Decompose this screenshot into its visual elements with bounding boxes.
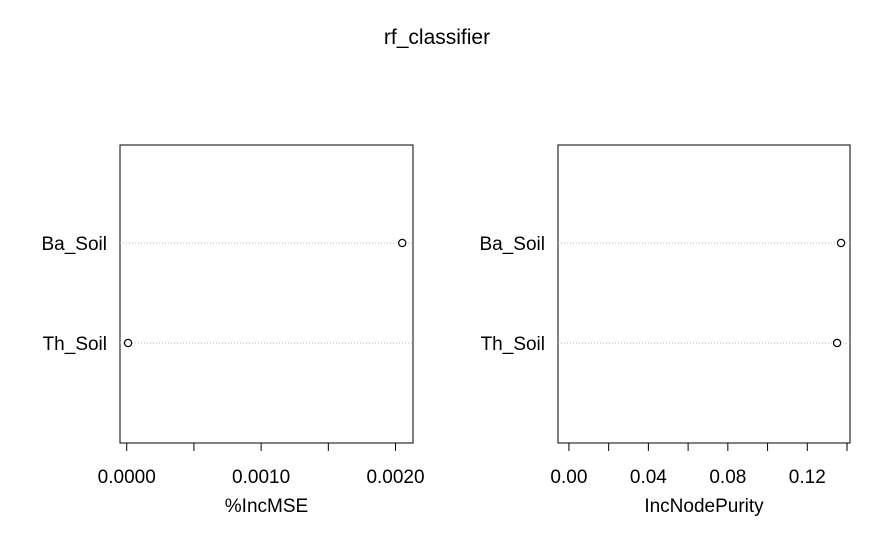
left-panel: Ba_Soil Th_Soil 0.0000 0.0010 0.0020 %IncMSE [42, 144, 425, 517]
chart-title: rf_classifier [384, 26, 490, 49]
plot-frame [557, 144, 851, 444]
x-tick-label: 0.12 [789, 467, 826, 488]
right-panel: Ba_Soil Th_Soil 0.00 0.04 0.08 0.12 IncNodePur… [480, 144, 851, 517]
data-point [832, 338, 842, 348]
x-axis-label: %IncMSE [225, 496, 308, 517]
data-point [398, 238, 407, 248]
category-label: Th_Soil [481, 334, 545, 355]
category-label: Ba_Soil [42, 234, 108, 255]
plot-frame [119, 144, 414, 444]
x-tick-label: 0.08 [709, 467, 746, 488]
x-tick-label: 0.04 [630, 467, 667, 488]
category-label: Th_Soil [43, 334, 107, 355]
x-tick-label: 0.0020 [366, 467, 424, 488]
x-tick-label: 0.00 [550, 467, 587, 488]
data-point [836, 238, 846, 248]
x-tick-label: 0.0010 [232, 467, 290, 488]
data-point [123, 338, 133, 348]
x-axis-label: IncNodePurity [644, 496, 764, 517]
category-label: Ba_Soil [480, 234, 546, 255]
x-tick-label: 0.0000 [98, 467, 156, 488]
